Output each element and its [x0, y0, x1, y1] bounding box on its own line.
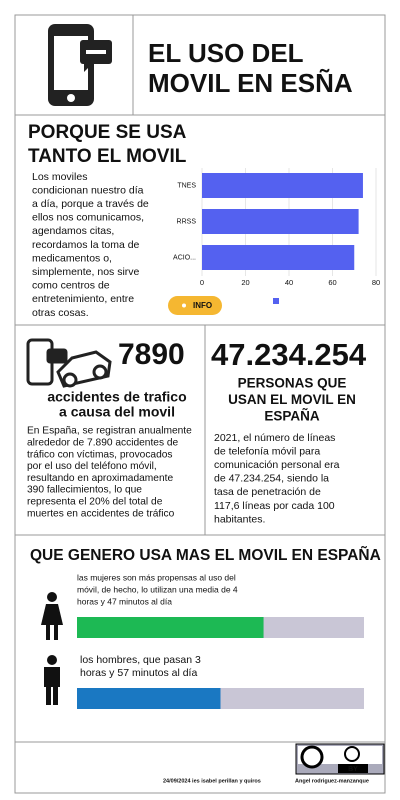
- legend-swatch: [273, 298, 279, 304]
- footer-text: 24/09/2024 ies isabel perillan y quiros: [163, 778, 261, 784]
- badge-label: BY: [348, 766, 358, 773]
- button-dot: [182, 303, 186, 308]
- paragraph: 117,6 líneas por cada 100: [214, 500, 335, 512]
- paragraph: habitantes.: [214, 513, 265, 525]
- bar: [202, 173, 363, 198]
- paragraph: otras cosas.: [32, 307, 89, 319]
- by-logo: [344, 746, 360, 762]
- title: MOVIL EN ESÑA: [148, 68, 353, 98]
- x-tick-label: 20: [241, 278, 249, 287]
- section-title: PORQUE SE USA: [28, 122, 187, 143]
- paragraph: a día, porque a través de: [32, 198, 149, 210]
- accident-icon: [26, 338, 112, 388]
- paragraph: condicionan nuestro día: [32, 184, 144, 196]
- big-number: 47.234.254: [211, 337, 367, 372]
- phone-icon: [48, 24, 112, 106]
- paragraph: representa el 20% del total de: [27, 496, 163, 507]
- x-tick-label: 0: [200, 278, 204, 287]
- paragraph: muertes en accidentes de tráfico: [27, 508, 175, 519]
- footer-text: Angel rodriguez-manzanque: [295, 778, 369, 784]
- paragraph: 2021, el número de líneas: [214, 432, 335, 444]
- paragraph: ellos nos comunicamos,: [32, 212, 144, 224]
- section-title: QUE GENERO USA MAS EL MOVIL EN ESPAÑA: [30, 546, 381, 564]
- paragraph: 390 fallecimientos, lo que: [27, 485, 142, 496]
- y-tick-label: TNES: [177, 182, 196, 189]
- paragraph: agendamos citas,: [32, 225, 114, 237]
- x-tick-label: 40: [285, 278, 293, 287]
- paragraph: alrededor de 7.890 accidentes de: [27, 437, 179, 448]
- paragraph: resultando en aproximadamente: [27, 473, 173, 484]
- paragraph: por el uso del teléfono móvil,: [27, 461, 157, 472]
- section-title: TANTO EL MOVIL: [28, 146, 187, 167]
- man-icon: [44, 655, 60, 705]
- paragraph: de telefonía móvil para: [214, 445, 320, 457]
- paragraph: comunicación personal era: [214, 459, 340, 471]
- paragraph: como centros de: [32, 280, 110, 292]
- paragraph: entretenimiento, entre: [32, 293, 134, 305]
- x-tick-label: 80: [372, 278, 380, 287]
- paragraph: En España, se registran anualmente: [27, 426, 192, 437]
- y-tick-label: ACIO...: [173, 254, 196, 261]
- page-border: [14, 14, 386, 794]
- category-label: horas y 47 minutos al día: [77, 596, 172, 606]
- paragraph: recordamos la toma de: [32, 239, 140, 251]
- paragraph: tráfico con víctimas, provocados: [27, 449, 173, 460]
- category-label: las mujeres son más propensas al uso del: [77, 572, 236, 582]
- paragraph: simplemente, nos sirve: [32, 266, 140, 278]
- bar: [77, 688, 221, 709]
- subtitle: ESPAÑA: [264, 409, 320, 424]
- bar: [202, 245, 355, 270]
- paragraph: tasa de penetración de: [214, 486, 321, 498]
- info-button[interactable]: [168, 296, 222, 315]
- subtitle: PERSONAS QUE: [238, 376, 347, 391]
- cc-logo: [300, 745, 324, 769]
- paragraph: Los moviles: [32, 171, 87, 183]
- bar: [77, 617, 264, 638]
- bar: [202, 209, 359, 234]
- button-label: INFO: [193, 301, 212, 310]
- big-number: 7890: [118, 338, 185, 371]
- x-tick-label: 60: [328, 278, 336, 287]
- category-label: móvil, de hecho, lo utilizan una media d…: [77, 584, 238, 594]
- title: EL USO DEL: [148, 38, 304, 68]
- paragraph: medicamentos o,: [32, 252, 112, 264]
- woman-icon: [41, 592, 63, 640]
- by-box: [338, 764, 368, 773]
- subtitle: a causa del movil: [59, 404, 175, 420]
- category-label: los hombres, que pasan 3: [80, 654, 201, 666]
- y-tick-label: RRSS: [177, 218, 197, 225]
- paragraph: de 47.234.254, siendo la: [214, 473, 329, 485]
- subtitle: accidentes de trafico: [47, 389, 186, 405]
- subtitle: USAN EL MOVIL EN: [228, 392, 356, 407]
- category-label: horas y 57 minutos al día: [80, 667, 197, 679]
